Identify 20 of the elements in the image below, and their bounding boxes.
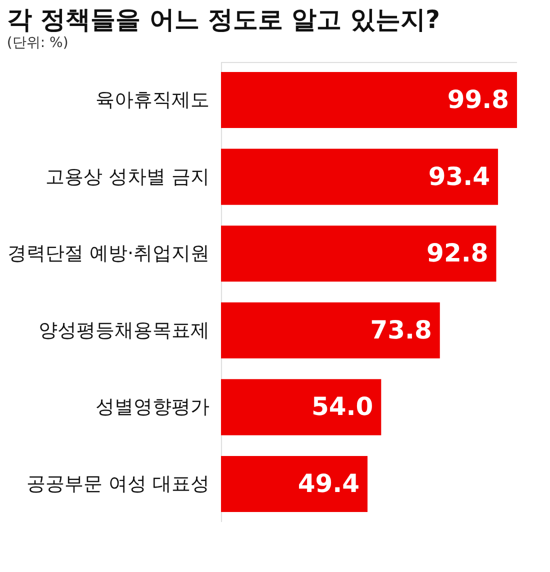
y-tick-label: 양성평등채용목표제 <box>38 319 210 342</box>
bar <box>221 379 382 436</box>
y-tick-label: 공공부문 여성 대표성 <box>26 472 210 495</box>
y-tick-label: 경력단절 예방·취업지원 <box>7 242 210 265</box>
data-label: 49.4 <box>298 468 360 498</box>
data-label: 54.0 <box>311 392 374 422</box>
text: (단위: %) <box>6 35 68 51</box>
data-label: 93.4 <box>428 162 490 191</box>
bar <box>221 226 496 282</box>
chart-title: 각 정책들을 어느 정도로 알고 있는지? <box>6 5 440 34</box>
y-tick-label: 육아휴직제도 <box>96 89 210 112</box>
bar <box>221 72 517 128</box>
y-tick-label: 성별영향평가 <box>96 396 210 418</box>
y-tick-label: 고용상 성차별 금지 <box>45 166 210 188</box>
bar <box>221 302 440 358</box>
data-label: 73.8 <box>370 315 432 344</box>
bar <box>221 456 368 512</box>
data-label: 99.8 <box>447 85 509 114</box>
data-label: 92.8 <box>426 238 488 268</box>
bar <box>221 148 498 205</box>
